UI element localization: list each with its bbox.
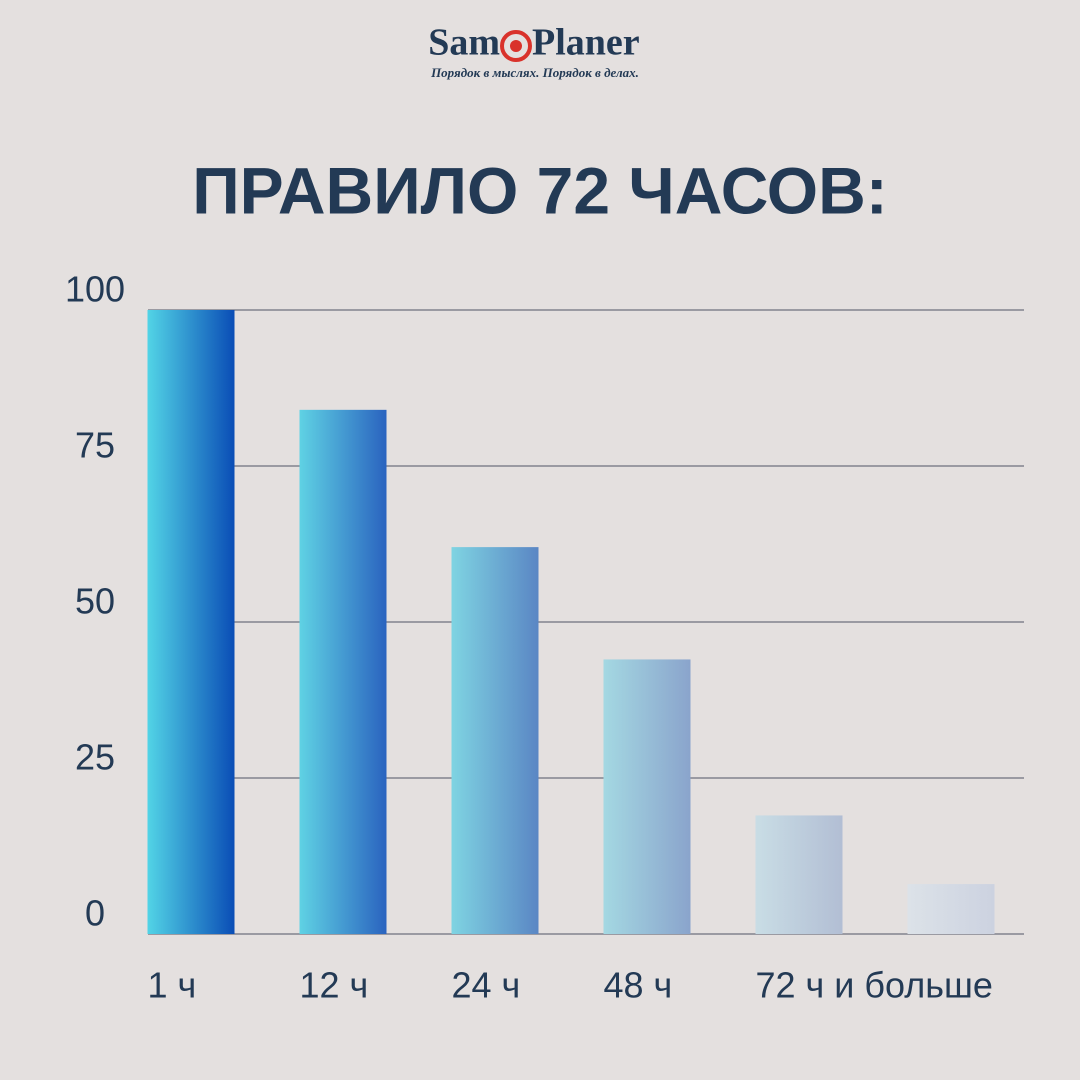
chart-title: ПРАВИЛО 72 ЧАСОВ: [192,153,888,227]
bar [907,884,995,934]
y-tick-label: 100 [65,269,125,310]
x-tick-label: 12 ч [300,965,369,1006]
y-tick-label: 0 [85,893,105,934]
y-tick-label: 75 [75,425,115,466]
x-tick-label: 24 ч [452,965,521,1006]
logo-right: Planer [532,22,640,64]
logo-tagline: Порядок в мыслях. Порядок в делах. [430,65,639,80]
logo-icon [500,30,532,62]
bar [147,310,235,934]
x-tick-label: 1 ч [148,965,197,1006]
bar [451,547,539,934]
x-tick-label: 48 ч [604,965,673,1006]
y-tick-label: 50 [75,581,115,622]
logo-left: Sam [428,22,500,64]
y-tick-label: 25 [75,737,115,778]
bar [755,815,843,934]
x-tick-label: 72 ч и больше [756,965,993,1006]
logo: Sam Planer Порядок в мыслях. Порядок в д… [428,22,640,80]
bar [299,409,387,935]
logo-icon-center [510,40,522,52]
bar [603,659,691,934]
